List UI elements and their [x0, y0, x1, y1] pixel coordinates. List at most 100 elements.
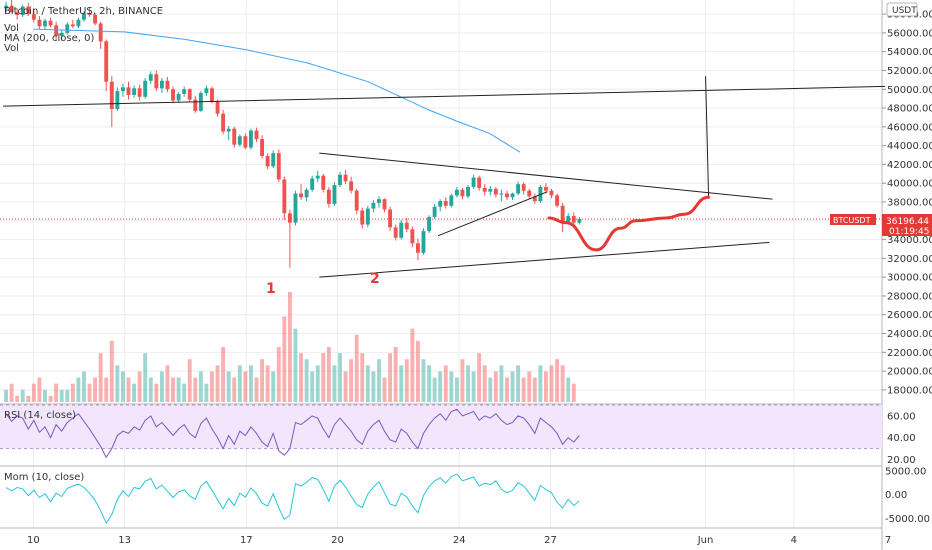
candle-body: [432, 206, 437, 218]
volume-bar: [198, 371, 203, 402]
volume-bar: [126, 377, 131, 402]
price-axis[interactable]: 58000.0056000.0054000.0052000.0050000.00…: [882, 10, 932, 525]
candle-body: [59, 32, 64, 36]
volume-bar: [304, 359, 309, 402]
price-tick-label: 28000.00: [887, 291, 932, 302]
volume-bar: [132, 383, 137, 402]
legend-ma[interactable]: MA (200, close, 0): [4, 33, 94, 44]
candle-body: [460, 189, 465, 197]
candle-body: [159, 80, 164, 89]
legend-volume[interactable]: Vol: [4, 23, 19, 34]
candle-body: [9, 5, 14, 13]
candle-body: [282, 179, 287, 214]
volume-bar: [516, 365, 521, 402]
candle-body: [299, 193, 303, 198]
volume-bar: [287, 292, 292, 402]
candle-body: [349, 181, 354, 191]
volume-bar: [454, 377, 459, 402]
trendline[interactable]: [437, 191, 548, 237]
candle-body: [109, 81, 114, 109]
volume-bar: [26, 395, 31, 402]
candle-body: [404, 222, 409, 230]
volume-bar: [282, 316, 287, 402]
volume-bar: [332, 365, 337, 402]
candle-body: [154, 74, 159, 89]
candle-body: [165, 80, 170, 90]
volume-bar: [566, 377, 571, 402]
candle-body: [371, 202, 376, 209]
volume-bar: [488, 377, 493, 402]
volume-bar: [310, 371, 315, 402]
price-tick-label: 48000.00: [887, 104, 932, 115]
volume-bar: [371, 371, 376, 402]
candle-body: [137, 88, 142, 97]
annotation-label-1: 1: [266, 281, 276, 297]
candle-body: [566, 216, 571, 222]
volume-bar: [37, 377, 42, 402]
volume-bar: [393, 347, 398, 402]
volume-bar: [438, 371, 443, 402]
candle-body: [466, 186, 470, 197]
candle-body: [377, 199, 381, 203]
candle-body: [115, 91, 120, 109]
volume-bar: [354, 334, 359, 402]
volume-bar: [182, 383, 187, 402]
trendline[interactable]: [319, 152, 773, 200]
candle-body: [193, 99, 198, 111]
candle-body: [221, 113, 226, 132]
time-tick-label: 27: [544, 535, 557, 546]
price-tag: BTCUSDT 36196.44 01:19:45: [830, 214, 932, 237]
volume-bar: [265, 365, 270, 402]
candle-body: [215, 101, 220, 114]
candle-body: [248, 130, 253, 148]
volume-bar: [137, 371, 142, 402]
volume-bar: [70, 383, 75, 402]
annotation-label-2: 2: [370, 271, 380, 287]
time-axis[interactable]: 101317202427Jun471018: [27, 535, 932, 546]
volume-bar: [315, 365, 320, 402]
currency-badge[interactable]: [886, 2, 918, 17]
volume-bar: [505, 377, 509, 402]
volume-bar: [176, 377, 181, 402]
price-tick-label: 52000.00: [887, 66, 932, 77]
volume-bar: [421, 359, 426, 402]
price-tick-label: 22000.00: [887, 348, 932, 359]
candle-body: [493, 188, 498, 195]
candle-body: [549, 190, 554, 196]
candle-body: [98, 23, 103, 42]
volume-bar: [360, 353, 365, 402]
candle-body: [148, 74, 153, 81]
candle-body: [471, 177, 476, 187]
legend-rsi[interactable]: RSI (14, close): [4, 410, 76, 421]
price-tag-countdown: 01:19:45: [889, 227, 929, 237]
volume-bar: [427, 365, 432, 402]
volume-bar: [232, 377, 237, 402]
volume-bar: [243, 371, 248, 402]
candle-body: [393, 227, 398, 238]
trendline[interactable]: [705, 76, 710, 198]
volume-bar: [471, 371, 476, 402]
volume-bar: [493, 371, 498, 402]
candle-body: [226, 128, 231, 132]
volume-bar: [443, 365, 448, 402]
volume-bar: [82, 371, 86, 402]
trendlines[interactable]: [2, 76, 886, 278]
volume-bar: [404, 359, 409, 402]
trendline[interactable]: [319, 241, 770, 278]
legend-title[interactable]: Bitcoin / TetherUS, 2h, BINANCE: [4, 6, 163, 17]
volume-bar: [4, 389, 8, 402]
currency-badge-label: USDT: [892, 6, 917, 16]
price-tag-symbol: BTCUSDT: [833, 216, 871, 225]
legend-mom[interactable]: Mom (10, close): [4, 472, 84, 483]
legend-vol[interactable]: Vol: [4, 43, 19, 54]
trendline[interactable]: [2, 85, 886, 107]
candle-body: [210, 88, 214, 102]
volume-bar: [299, 353, 303, 402]
candle-body: [104, 41, 109, 82]
volume-bar: [159, 371, 164, 402]
candle-body: [265, 155, 270, 167]
candle-body: [505, 193, 509, 198]
candle-body: [427, 217, 432, 232]
projection-path[interactable]: [547, 195, 711, 252]
